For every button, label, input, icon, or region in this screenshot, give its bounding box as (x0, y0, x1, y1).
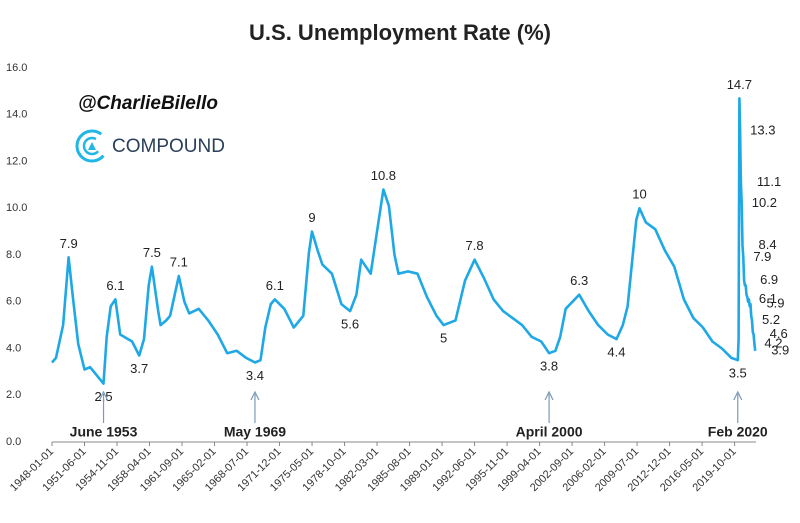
data-label: 7.9 (753, 249, 771, 264)
callout-label: June 1953 (70, 424, 138, 440)
data-label: 5.6 (341, 317, 359, 332)
data-label: 9 (308, 210, 315, 225)
data-label: 7.1 (170, 254, 188, 269)
data-label: 4.6 (770, 326, 788, 341)
y-tick-label: 14.0 (6, 109, 27, 121)
y-tick-label: 12.0 (6, 155, 27, 167)
data-label: 4.4 (607, 345, 625, 360)
data-label: 3.8 (540, 359, 558, 374)
handle: @CharlieBilello (78, 93, 218, 114)
data-label: 7.9 (60, 236, 78, 251)
data-label: 6.1 (266, 278, 284, 293)
data-label: 6.1 (106, 278, 124, 293)
data-label: 3.5 (729, 366, 747, 381)
data-label: 13.3 (750, 123, 775, 138)
arrow-head (544, 390, 554, 401)
data-label: 8.4 (759, 237, 777, 252)
y-tick-label: 4.0 (6, 342, 21, 354)
brand: COMPOUND (112, 136, 225, 157)
data-label: 5 (440, 331, 447, 346)
data-label: 5.2 (762, 312, 780, 327)
data-label: 6.9 (760, 272, 778, 287)
data-label: 6.3 (570, 273, 588, 288)
y-tick-label: 0.0 (6, 436, 21, 448)
y-tick-label: 10.0 (6, 202, 27, 214)
chart-title: U.S. Unemployment Rate (%) (249, 20, 551, 45)
callout-arrow (544, 390, 554, 423)
y-tick-label: 2.0 (6, 389, 21, 401)
y-tick-label: 6.0 (6, 296, 21, 308)
series-line (51, 97, 757, 385)
arrow-head (733, 390, 743, 401)
y-tick-label: 8.0 (6, 249, 21, 261)
data-label: 7.5 (143, 245, 161, 260)
data-label: 3.7 (130, 361, 148, 376)
arrow-head (98, 390, 109, 401)
data-label: 5.9 (766, 296, 784, 311)
callout-label: May 1969 (224, 424, 286, 440)
logo-icon (75, 129, 109, 163)
arrow-head (250, 390, 260, 401)
callout-arrow (98, 390, 109, 423)
callout-arrow (250, 390, 260, 423)
data-label: 10.8 (371, 168, 396, 183)
data-label: 4.2 (764, 335, 782, 350)
data-label: 10.2 (752, 195, 777, 210)
callout-arrow (733, 390, 743, 423)
data-label: 10 (632, 187, 646, 202)
data-label: 6.1 (759, 291, 777, 306)
y-tick-label: 16.0 (6, 62, 27, 74)
data-label: 3.4 (246, 368, 264, 383)
callout-label: April 2000 (516, 424, 583, 440)
data-label: 11.1 (757, 174, 781, 189)
data-label: 7.8 (466, 238, 484, 253)
callout-label: Feb 2020 (708, 424, 768, 440)
data-label: 3.9 (771, 342, 789, 357)
data-label: 14.7 (727, 77, 752, 92)
